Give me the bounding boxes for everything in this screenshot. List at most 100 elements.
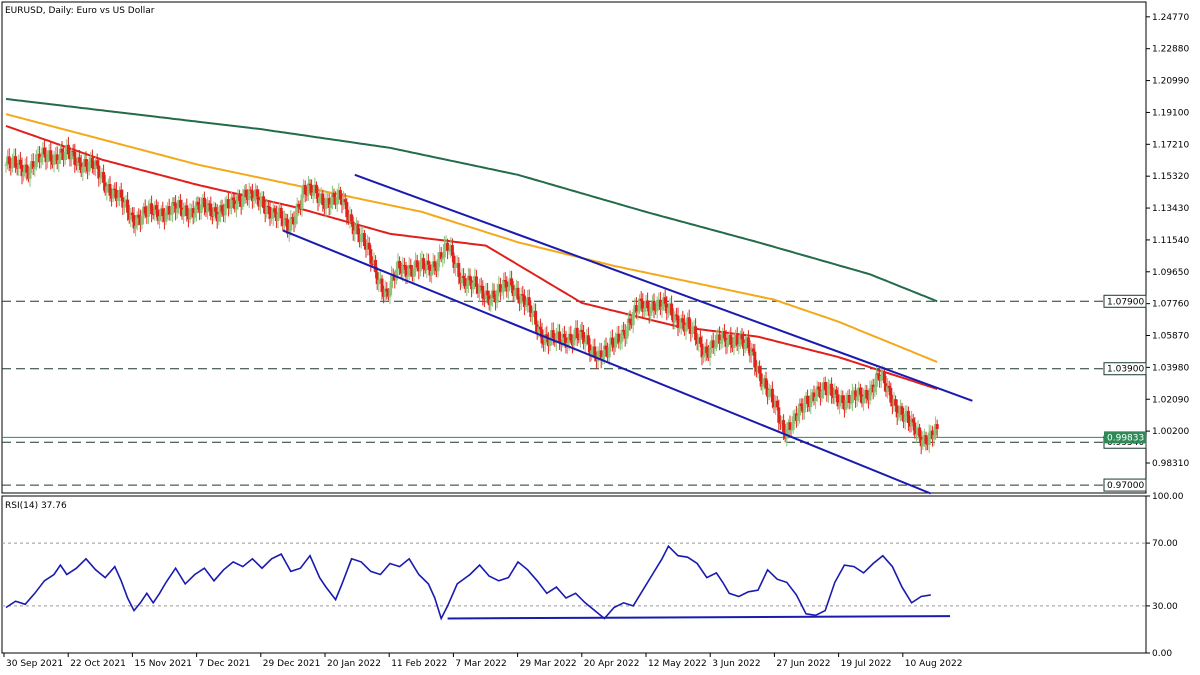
price-tick-label: 1.19100 [1152, 108, 1189, 118]
candle-body [913, 422, 917, 436]
candle-body [362, 233, 366, 247]
candle-body [252, 198, 256, 202]
candle-body [225, 199, 229, 204]
candle-body [132, 215, 136, 229]
time-tick-label: 15 Nov 2021 [134, 659, 192, 669]
candle-body [70, 150, 74, 160]
candle-body [855, 396, 859, 401]
candle-body [393, 275, 397, 281]
candle-body [697, 337, 701, 344]
trendline-1 [282, 229, 932, 495]
candle-body [818, 389, 822, 399]
time-tick-label: 29 Mar 2022 [520, 659, 577, 669]
candle-body [231, 197, 235, 201]
candle-body [28, 167, 32, 179]
candle-body [311, 192, 315, 196]
candle-body [466, 275, 470, 287]
candle-body [310, 185, 314, 196]
candle-body [474, 276, 478, 287]
candle-body [860, 394, 864, 404]
candle-body [236, 194, 240, 204]
candle-body [895, 405, 899, 418]
candle-body [596, 351, 600, 362]
candle-body [914, 433, 918, 436]
candle-body [681, 318, 685, 323]
candle-body [734, 335, 738, 337]
candle-body [670, 303, 674, 316]
candle-body [489, 299, 493, 306]
candle-body [906, 410, 910, 424]
candle-body [830, 383, 834, 396]
candle-body [935, 424, 939, 429]
candle-body [857, 387, 861, 397]
candle-body [657, 299, 661, 301]
candle-body [754, 367, 758, 372]
candle-body [545, 334, 549, 338]
candle-body [119, 189, 123, 198]
candle-body [455, 263, 459, 265]
candle-body [370, 263, 374, 265]
candle-body [929, 430, 933, 433]
candle-body [278, 207, 282, 214]
candle-body [126, 199, 130, 213]
candle-body [626, 318, 630, 330]
candle-body [76, 157, 80, 166]
candle-body [17, 159, 21, 169]
candle-body [81, 166, 85, 173]
level-label: 1.03900 [1107, 365, 1144, 375]
candle-body [246, 197, 250, 200]
candle-body [625, 329, 629, 339]
candle-body [911, 418, 915, 423]
candle-body [410, 268, 414, 277]
candle-body [881, 371, 885, 376]
candle-body [127, 212, 131, 220]
candle-body [321, 193, 325, 206]
candle-body [524, 305, 528, 307]
candle-body [207, 203, 211, 205]
candle-body [169, 214, 173, 216]
candle-body [586, 335, 590, 345]
candle-body [398, 260, 402, 269]
candle-body [338, 190, 342, 200]
candle-body [471, 282, 475, 290]
candle-body [446, 242, 450, 252]
candle-body [415, 260, 419, 268]
candle-body [418, 260, 422, 272]
candle-body [567, 333, 571, 343]
price-tick-label: 1.13430 [1152, 204, 1189, 214]
candle-body [841, 395, 845, 403]
level-label: 1.07900 [1107, 297, 1144, 307]
candle-body [14, 156, 18, 168]
candle-body [145, 213, 149, 217]
candle-body [820, 390, 824, 399]
candle-body [921, 439, 925, 447]
candle-body [33, 167, 37, 169]
candle-body [831, 395, 835, 399]
candle-body [562, 333, 566, 338]
candle-body [498, 284, 502, 293]
candle-body [84, 159, 88, 167]
candle-body [548, 338, 552, 347]
candle-body [497, 284, 501, 291]
candle-body [306, 183, 310, 195]
candle-body [609, 337, 613, 348]
candle-body [887, 385, 891, 388]
candle-body [442, 243, 446, 258]
candle-body [44, 154, 48, 163]
candle-body [801, 406, 805, 413]
candle-body [686, 317, 690, 325]
candle-body [873, 386, 877, 393]
time-tick-label: 22 Oct 2021 [70, 659, 126, 669]
candle-body [578, 329, 582, 341]
candle-body [574, 327, 578, 335]
candle-body [510, 278, 514, 286]
moving-averages [5, 98, 938, 390]
candle-body [594, 357, 598, 362]
candle-body [506, 287, 510, 292]
candle-body [351, 221, 355, 235]
candle-body [406, 275, 410, 277]
candle-body [316, 193, 320, 203]
candle-body [570, 340, 574, 346]
candle-body [407, 265, 411, 276]
candle-body [790, 429, 794, 431]
